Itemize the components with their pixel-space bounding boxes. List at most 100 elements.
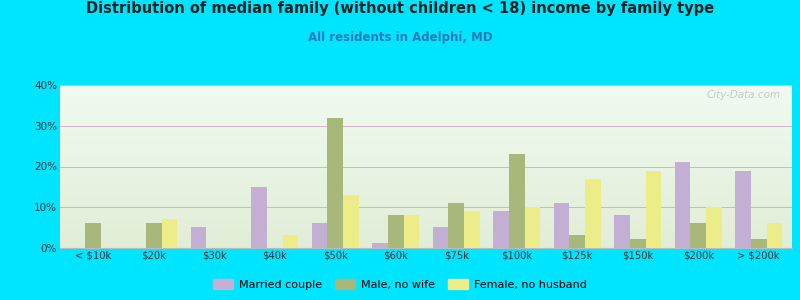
- Bar: [60, 216, 792, 217]
- Bar: [60, 214, 792, 215]
- Bar: [60, 175, 792, 176]
- Bar: [60, 188, 792, 189]
- Bar: [60, 102, 792, 103]
- Bar: [60, 144, 792, 145]
- Bar: [60, 178, 792, 179]
- Bar: [60, 106, 792, 107]
- Bar: [60, 231, 792, 232]
- Bar: [60, 146, 792, 147]
- Bar: [60, 195, 792, 196]
- Bar: [751, 239, 766, 247]
- Bar: [60, 196, 792, 197]
- Bar: [60, 131, 792, 132]
- Bar: [60, 200, 792, 201]
- Bar: [60, 99, 792, 100]
- Bar: [251, 187, 267, 247]
- Bar: [60, 87, 792, 88]
- Bar: [60, 119, 792, 120]
- Bar: [60, 189, 792, 190]
- Bar: [706, 207, 722, 247]
- Bar: [60, 224, 792, 225]
- Bar: [60, 181, 792, 182]
- Bar: [60, 220, 792, 221]
- Bar: [60, 237, 792, 238]
- Bar: [60, 92, 792, 93]
- Bar: [190, 227, 206, 248]
- Bar: [646, 170, 662, 248]
- Bar: [60, 155, 792, 156]
- Bar: [60, 180, 792, 181]
- Bar: [60, 133, 792, 134]
- Bar: [86, 223, 101, 247]
- Bar: [282, 235, 298, 248]
- Bar: [312, 223, 327, 247]
- Bar: [60, 236, 792, 237]
- Bar: [60, 241, 792, 242]
- Bar: [60, 108, 792, 109]
- Bar: [60, 177, 792, 178]
- Bar: [525, 207, 540, 247]
- Bar: [60, 123, 792, 124]
- Bar: [60, 240, 792, 241]
- Bar: [162, 219, 178, 248]
- Bar: [60, 173, 792, 174]
- Bar: [433, 227, 448, 248]
- Bar: [60, 157, 792, 158]
- Bar: [60, 197, 792, 198]
- Bar: [60, 243, 792, 244]
- Bar: [60, 103, 792, 104]
- Bar: [60, 211, 792, 212]
- Bar: [60, 225, 792, 226]
- Bar: [60, 101, 792, 102]
- Bar: [60, 222, 792, 223]
- Bar: [60, 151, 792, 152]
- Bar: [60, 154, 792, 155]
- Bar: [60, 203, 792, 204]
- Bar: [60, 128, 792, 129]
- Bar: [60, 186, 792, 187]
- Bar: [60, 104, 792, 105]
- Bar: [327, 118, 343, 248]
- Bar: [60, 223, 792, 224]
- Bar: [60, 125, 792, 126]
- Bar: [60, 238, 792, 239]
- Bar: [60, 140, 792, 141]
- Bar: [60, 166, 792, 167]
- Bar: [60, 161, 792, 162]
- Bar: [60, 129, 792, 130]
- Bar: [60, 85, 792, 86]
- Bar: [60, 215, 792, 216]
- Bar: [60, 218, 792, 219]
- Bar: [60, 86, 792, 87]
- Text: Distribution of median family (without children < 18) income by family type: Distribution of median family (without c…: [86, 2, 714, 16]
- Bar: [60, 117, 792, 118]
- Bar: [60, 176, 792, 177]
- Bar: [630, 239, 646, 247]
- Bar: [60, 232, 792, 233]
- Bar: [60, 233, 792, 234]
- Bar: [60, 107, 792, 108]
- Bar: [60, 121, 792, 122]
- Bar: [60, 208, 792, 209]
- Bar: [60, 93, 792, 94]
- Bar: [60, 228, 792, 229]
- Bar: [509, 154, 525, 248]
- Bar: [60, 153, 792, 154]
- Bar: [60, 149, 792, 150]
- Bar: [60, 221, 792, 222]
- Bar: [60, 204, 792, 205]
- Bar: [404, 215, 419, 248]
- Bar: [60, 98, 792, 99]
- Bar: [60, 179, 792, 180]
- Bar: [60, 130, 792, 131]
- Bar: [60, 219, 792, 220]
- Bar: [60, 210, 792, 211]
- Bar: [60, 184, 792, 185]
- Bar: [60, 109, 792, 110]
- Bar: [60, 158, 792, 159]
- Bar: [448, 203, 464, 248]
- Bar: [60, 148, 792, 149]
- Bar: [60, 245, 792, 246]
- Bar: [60, 105, 792, 106]
- Bar: [60, 170, 792, 171]
